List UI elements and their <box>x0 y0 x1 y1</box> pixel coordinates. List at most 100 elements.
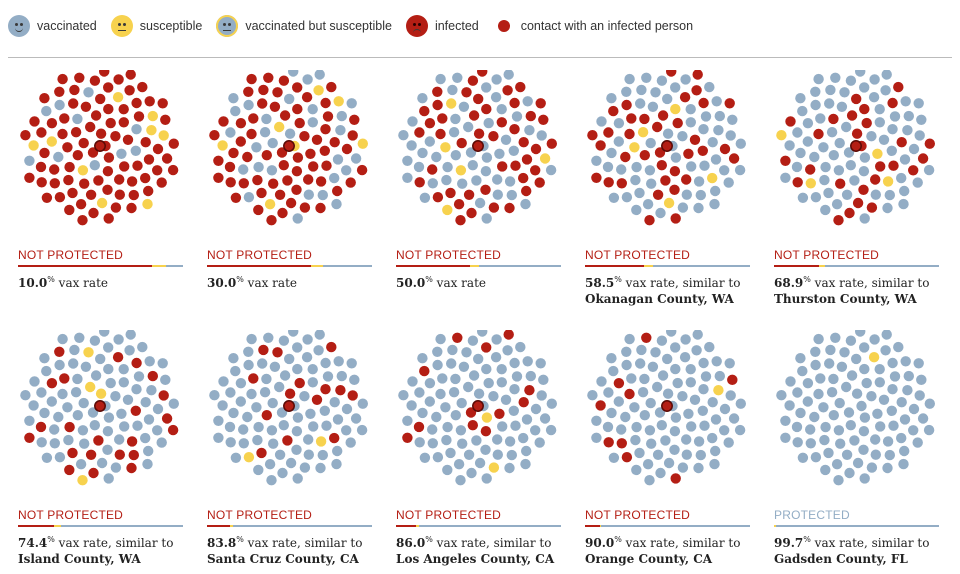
infected-dot <box>168 138 179 149</box>
susceptible-dot <box>264 199 276 210</box>
vaccinated-dot <box>830 332 841 343</box>
vaccinated-dot <box>680 334 691 345</box>
vaccinated-dot <box>450 410 461 421</box>
vaccinated-dot <box>356 424 368 436</box>
infected-dot <box>473 93 484 105</box>
share-bar <box>585 265 750 267</box>
vaccinated-dot <box>284 128 296 139</box>
vaccinated-dot <box>303 449 314 460</box>
vaccinated-dot <box>509 357 520 369</box>
vaccinated-dot <box>903 110 914 122</box>
vaccinated-dot <box>157 358 168 369</box>
panel-6: NOT PROTECTED 74.4% vax rate, similar to I… <box>18 330 184 566</box>
infected-dot <box>496 117 507 128</box>
vaccinated-dot <box>269 361 281 372</box>
infected-dot <box>224 161 236 173</box>
infected-dot <box>315 202 326 214</box>
vaccinated-dot <box>235 396 246 407</box>
vaccinated-dot <box>511 111 523 122</box>
infected-dot <box>908 165 919 176</box>
infected-dot <box>291 166 303 177</box>
vax-rate-value: 86.0% <box>396 535 433 550</box>
vaccinated-dot <box>417 407 428 419</box>
vaccinated-dot <box>267 137 278 149</box>
infected-dot <box>131 97 142 109</box>
infected-dot <box>356 164 368 176</box>
vaccinated-dot <box>143 445 154 457</box>
infected-dot <box>453 199 465 210</box>
vaccinated-dot <box>683 408 694 419</box>
infected-dot <box>626 113 637 124</box>
infected-dot <box>126 202 137 214</box>
infected-dot <box>697 145 708 156</box>
vaccinated-dot <box>810 86 821 97</box>
vaccinated-dot <box>144 356 155 367</box>
vaccinated-dot <box>508 145 519 156</box>
vaccinated-dot <box>624 73 635 85</box>
vaccinated-dot <box>669 426 681 437</box>
vaccinated-dot <box>882 202 893 214</box>
infected-dot <box>67 447 78 459</box>
susceptible-share-segment <box>470 265 479 267</box>
patient-zero-dot <box>94 400 106 412</box>
infected-dot <box>455 215 466 226</box>
infected-dot <box>329 137 340 148</box>
share-bar <box>774 265 939 267</box>
dot-cluster <box>209 330 368 486</box>
vaccinated-share-segment <box>60 525 183 527</box>
vaccinated-dot <box>833 475 844 486</box>
vaccinated-dot <box>314 330 325 340</box>
county-name: Santa Cruz County, CA <box>207 552 359 566</box>
patient-zero-dot <box>283 140 295 152</box>
infected-dot <box>64 204 75 216</box>
susceptible-dot <box>629 142 640 153</box>
susceptible-face-icon <box>110 15 133 37</box>
vaccinated-dot <box>521 414 533 425</box>
vaccinated-dot <box>152 403 164 415</box>
infected-dot <box>167 424 179 436</box>
vaccinated-dot <box>49 424 60 435</box>
patient-zero-dot <box>661 140 673 152</box>
protection-status: NOT PROTECTED <box>774 248 880 262</box>
infected-dot <box>278 75 290 86</box>
vaccinated-dot <box>251 402 262 413</box>
vaccinated-dot <box>473 388 485 399</box>
vaccinated-dot <box>631 421 642 433</box>
vaccinated-dot <box>784 400 795 411</box>
infected-dot <box>851 128 863 139</box>
vaccinated-dot <box>253 421 264 433</box>
vaccinated-dot <box>724 358 735 369</box>
vaccinated-dot <box>887 357 898 369</box>
vaccinated-dot <box>608 452 620 463</box>
vaccinated-dot <box>923 164 935 176</box>
vaccinated-dot <box>647 361 659 372</box>
vaccinated-dot <box>711 356 722 367</box>
vaccinated-dot <box>506 449 517 461</box>
vaccinated-dot <box>457 178 468 189</box>
vaccinated-dot <box>267 397 278 409</box>
vaccinated-dot <box>332 414 344 425</box>
infected-dot <box>320 97 331 109</box>
vaccinated-dot <box>305 408 316 419</box>
vax-rate-label: 86.0% vax rate, similar to Los Angeles Co… <box>396 532 576 567</box>
vaccinated-dot <box>228 353 239 364</box>
infected-dot <box>724 98 735 109</box>
infected-dot <box>624 388 635 400</box>
infected-dot <box>294 377 305 389</box>
infected-dot <box>861 117 872 129</box>
infected-dot <box>218 116 229 127</box>
infected-dot <box>257 98 268 109</box>
infected-dot <box>110 131 121 142</box>
vaccinated-dot <box>332 445 343 457</box>
vaccinated-dot <box>858 444 869 455</box>
vaccinated-dot <box>41 365 52 377</box>
vax-rate-label: 90.0% vax rate, similar to Orange County,… <box>585 532 765 567</box>
contact-dot-icon <box>497 20 510 32</box>
vaccinated-dot <box>274 449 286 460</box>
vaccinated-dot <box>899 185 910 197</box>
infected-dot <box>54 346 65 357</box>
vaccinated-dot <box>666 330 677 337</box>
share-bar <box>18 265 183 267</box>
vaccinated-dot <box>859 363 870 375</box>
infected-dot <box>49 178 60 189</box>
